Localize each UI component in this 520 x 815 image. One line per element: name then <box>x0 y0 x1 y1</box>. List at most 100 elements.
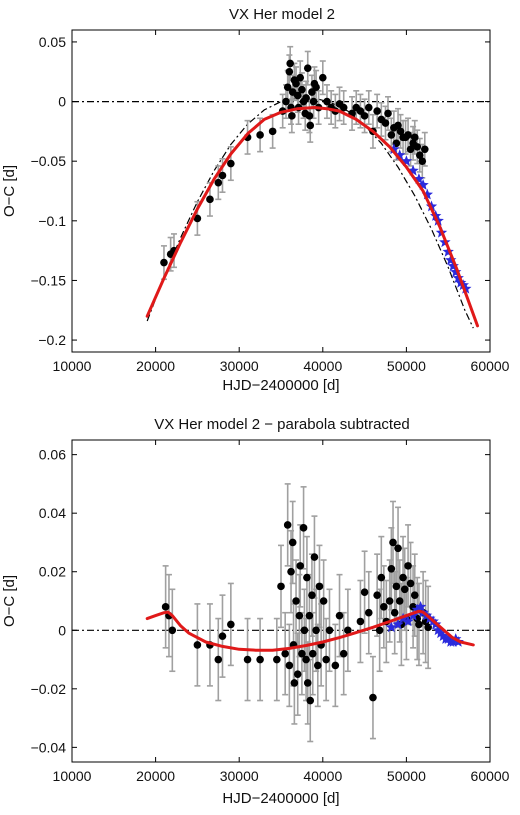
data-point <box>218 171 227 180</box>
y-axis-label: O−C [d] <box>1 165 18 217</box>
data-point <box>302 655 310 664</box>
y-tick-label: −0.2 <box>38 332 66 348</box>
star-point <box>417 179 429 190</box>
data-point <box>381 119 390 127</box>
data-point <box>339 103 348 112</box>
data-point <box>344 626 352 635</box>
model-fit-curve <box>145 106 479 328</box>
data-point <box>296 73 305 82</box>
data-point <box>243 655 252 664</box>
data-point <box>313 661 322 670</box>
data-point <box>331 661 340 670</box>
star-point <box>442 633 454 644</box>
data-point <box>385 597 394 605</box>
data-point <box>287 567 295 576</box>
data-point <box>298 649 306 658</box>
data-point <box>227 159 235 168</box>
data-point <box>293 670 302 678</box>
x-tick-label: 30000 <box>220 358 259 374</box>
data-point <box>404 131 412 139</box>
x-tick-labels: 10000 20000 30000 40000 50000 60000 <box>53 440 510 784</box>
data-point <box>399 573 407 582</box>
star-point <box>400 155 413 166</box>
x-axis-label: HJD−2400000 [d] <box>222 790 339 807</box>
data-point <box>303 679 312 687</box>
data-point <box>360 112 369 120</box>
data-point <box>406 145 415 154</box>
x-tick-label: 10000 <box>53 768 92 784</box>
x-tick-label: 50000 <box>387 768 426 784</box>
x-tick-label: 60000 <box>471 358 510 374</box>
data-point <box>323 97 331 106</box>
data-point <box>288 538 297 547</box>
star-point <box>407 609 419 621</box>
data-point <box>305 611 314 620</box>
star-point <box>394 149 406 161</box>
data-point <box>420 145 429 154</box>
panel-bottom: VX Her model 2 − parabola subtracted 0.0… <box>1 416 510 807</box>
data-point <box>309 97 318 106</box>
visual-points <box>160 45 429 281</box>
star-point <box>445 254 457 265</box>
data-point <box>168 626 177 635</box>
y-tick-label: −0.05 <box>31 153 67 169</box>
y-tick-labels: 0.06 0.04 0.02 0 −0.02 −0.04 <box>31 447 490 755</box>
data-point <box>303 64 312 72</box>
data-point <box>312 83 320 92</box>
data-point <box>293 91 302 100</box>
data-point <box>335 611 344 620</box>
data-point <box>384 109 392 118</box>
data-point <box>395 597 404 605</box>
data-point <box>285 661 294 670</box>
data-point <box>387 131 396 139</box>
data-point <box>218 632 227 640</box>
data-point <box>295 611 304 620</box>
y-axis-label: O−C [d] <box>1 575 18 627</box>
data-point <box>390 608 399 617</box>
data-point <box>273 655 281 664</box>
data-point <box>396 127 405 136</box>
star-point <box>402 615 414 627</box>
data-point <box>389 538 397 547</box>
data-point <box>410 133 419 142</box>
y-tick-label: 0.02 <box>39 564 66 580</box>
star-point <box>413 173 425 184</box>
y-tick-label: 0 <box>58 94 66 110</box>
star-point <box>421 188 433 200</box>
star-point <box>414 600 427 612</box>
x-tick-labels: 10000 20000 30000 40000 50000 60000 <box>53 30 510 374</box>
star-point <box>437 630 449 641</box>
data-point <box>360 588 369 597</box>
data-point <box>256 655 264 664</box>
data-point <box>160 258 168 267</box>
data-point <box>418 157 427 165</box>
data-point <box>315 582 324 591</box>
data-point <box>404 562 412 570</box>
data-point <box>286 59 294 68</box>
data-point <box>392 582 401 591</box>
data-point <box>325 626 334 635</box>
data-layer <box>72 45 490 329</box>
data-point <box>308 591 316 599</box>
x-tick-label: 60000 <box>471 768 510 784</box>
data-point <box>380 603 388 611</box>
data-point <box>214 178 223 187</box>
data-point <box>268 127 277 136</box>
data-point <box>305 112 314 120</box>
x-tick-label: 50000 <box>387 358 426 374</box>
data-point <box>256 131 264 139</box>
data-point <box>373 107 381 115</box>
y-tick-label: 0.04 <box>39 505 66 521</box>
x-tick-label: 20000 <box>136 768 175 784</box>
data-point <box>302 94 310 102</box>
data-point <box>292 597 300 605</box>
y-tick-labels: 0.05 0 −0.05 −0.1 −0.15 −0.2 <box>31 34 490 348</box>
y-tick-label: 0.06 <box>39 447 66 463</box>
data-point <box>193 641 202 649</box>
data-point <box>206 195 214 204</box>
data-point <box>290 679 299 687</box>
y-tick-label: −0.15 <box>31 272 67 288</box>
data-point <box>339 649 348 658</box>
star-point <box>447 260 459 271</box>
